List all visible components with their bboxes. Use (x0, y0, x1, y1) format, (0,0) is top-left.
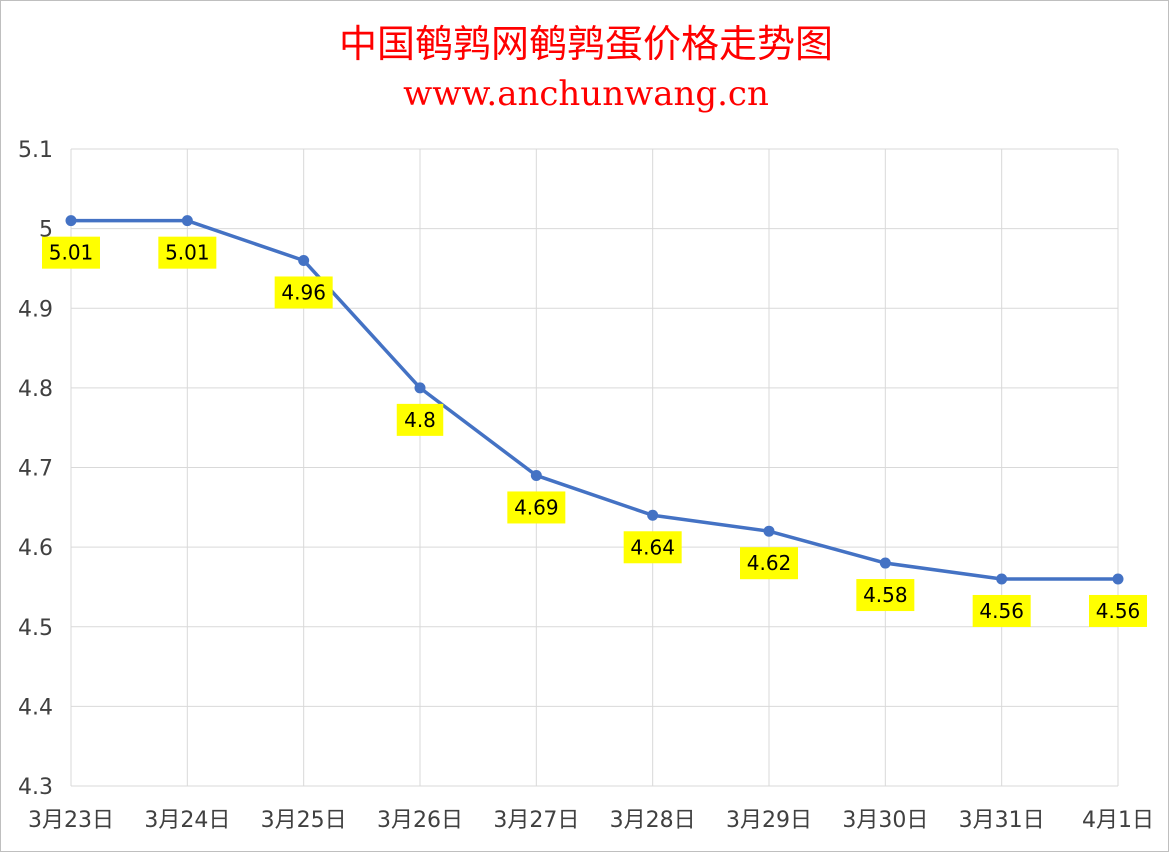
data-label-box (623, 531, 682, 564)
y-tick-label: 4.5 (18, 616, 53, 641)
data-point (996, 573, 1008, 585)
data-label-text: 4.64 (630, 535, 675, 559)
data-label: 4.96 (274, 276, 333, 309)
y-tick-label: 4.3 (18, 775, 53, 800)
data-label-text: 4.8 (404, 408, 436, 432)
x-tick-label: 4月1日 (1082, 808, 1154, 833)
data-label-box (856, 579, 915, 612)
data-point (1112, 573, 1124, 585)
data-label: 4.56 (1089, 594, 1147, 627)
data-label: 4.8 (396, 403, 444, 436)
series-line (71, 218, 1118, 581)
data-point (181, 215, 193, 227)
data-label: 4.69 (507, 491, 566, 524)
data-label-box (274, 276, 333, 309)
y-tick-label: 4.8 (18, 377, 53, 402)
data-label-text: 4.62 (747, 551, 792, 575)
data-label: 4.64 (623, 531, 682, 564)
grid-layer (70, 148, 1119, 787)
data-point (298, 254, 310, 266)
data-label-text: 4.56 (979, 599, 1024, 623)
chart-subtitle: www.anchunwang.cn (403, 74, 769, 114)
data-label-box (396, 403, 444, 436)
y-tick-label: 4.7 (18, 457, 53, 482)
data-point (530, 469, 542, 481)
data-point (414, 382, 426, 394)
data-label: 5.01 (158, 236, 217, 269)
data-label: 5.01 (42, 236, 100, 269)
line-layer (65, 215, 1124, 585)
x-tick-label: 3月25日 (261, 808, 347, 833)
x-tick-label: 3月31日 (959, 808, 1045, 833)
data-label: 4.58 (856, 579, 915, 612)
data-label: 4.62 (740, 547, 798, 580)
tick-layer: 4.3 4.4 4.5 4.6 4.7 4.8 4.9 5 5.1 3月23日 3月24日 3月25日… (18, 138, 1154, 833)
data-label-text: 5.01 (49, 241, 94, 265)
data-label-text: 4.58 (863, 583, 908, 607)
data-label-box (158, 236, 217, 269)
chart-title: 中国鹌鹑网鹌鹑蛋价格走势图 (339, 22, 833, 66)
data-point (879, 557, 891, 569)
data-point (65, 215, 77, 227)
y-tick-label: 5 (39, 218, 53, 243)
y-tick-label: 4.4 (18, 695, 53, 720)
data-label-box (507, 491, 566, 524)
x-tick-label: 3月27日 (493, 808, 579, 833)
data-label-text: 5.01 (165, 241, 210, 265)
y-tick-label: 4.6 (18, 536, 53, 561)
x-tick-label: 3月24日 (144, 808, 230, 833)
data-label: 4.56 (972, 594, 1031, 627)
data-label-box (1089, 594, 1147, 627)
x-tick-label: 3月26日 (377, 808, 463, 833)
x-tick-label: 3月30日 (842, 808, 928, 833)
data-label-text: 4.96 (281, 280, 326, 304)
data-label-text: 4.56 (1096, 599, 1141, 623)
data-label-box (740, 547, 798, 580)
data-point (763, 525, 775, 537)
y-tick-label: 4.9 (18, 297, 53, 322)
x-tick-label: 3月23日 (28, 808, 114, 833)
label-layer: 5.01 5.01 4.96 4.8 4.69 4.64 4.62 4.58 4.56 4.56 (42, 236, 1147, 627)
x-tick-label: 3月28日 (610, 808, 696, 833)
data-label-box (42, 236, 100, 269)
data-point (647, 509, 659, 521)
data-label-box (972, 594, 1031, 627)
y-tick-label: 5.1 (18, 138, 53, 163)
x-tick-label: 3月29日 (726, 808, 812, 833)
data-label-text: 4.69 (514, 495, 559, 519)
